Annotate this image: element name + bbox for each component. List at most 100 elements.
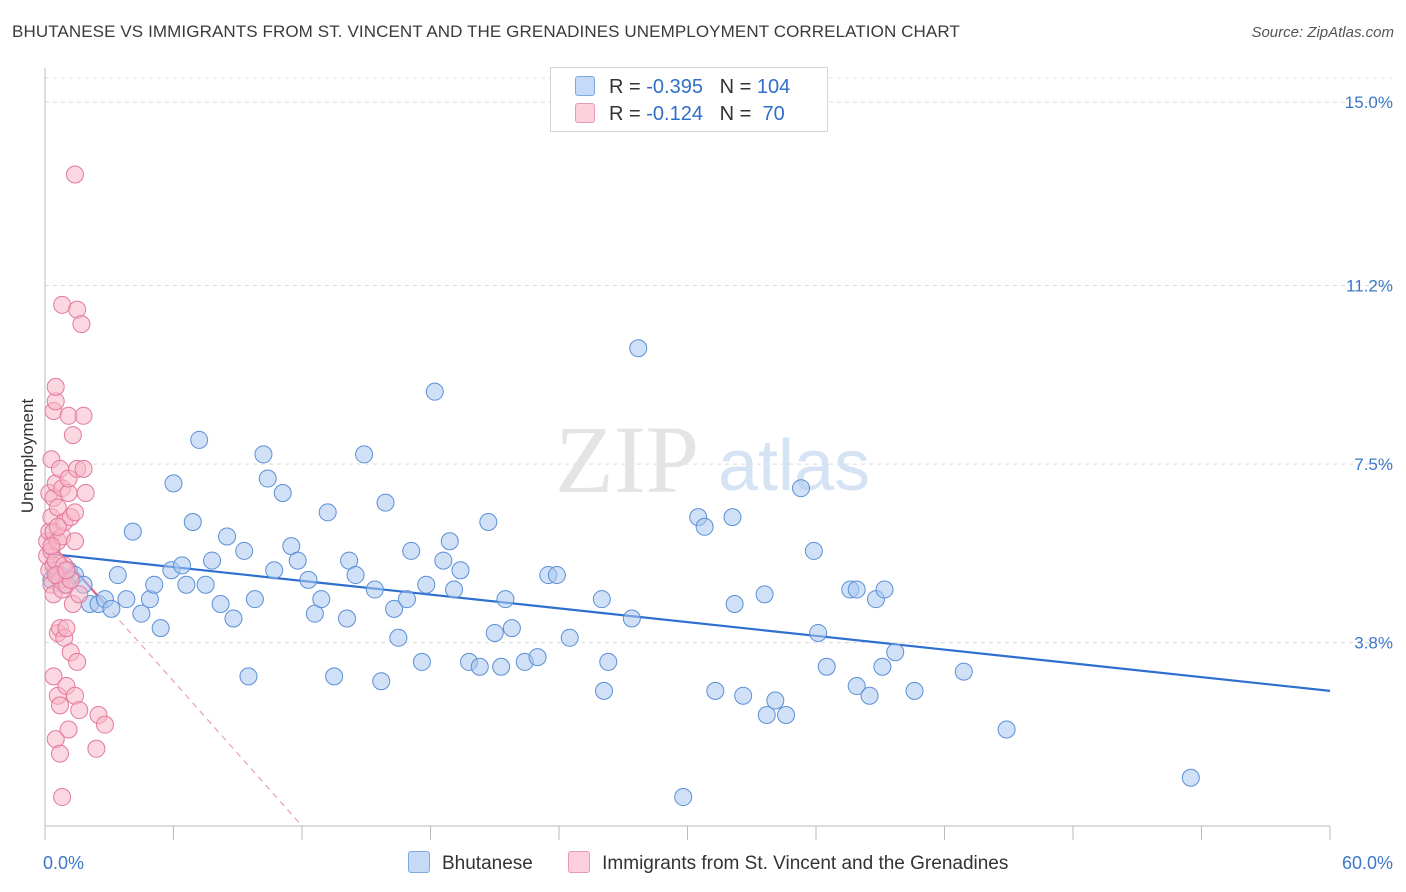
legend-r-value: -0.395: [646, 76, 703, 98]
point-bhutanese: [599, 652, 618, 671]
point-bhutanese: [496, 590, 515, 609]
point-bhutanese: [190, 430, 209, 449]
point-bhutanese: [145, 575, 164, 594]
point-bhutanese: [151, 619, 170, 638]
point-bhutanese: [196, 575, 215, 594]
data-points: [38, 165, 1200, 807]
watermark-atlas: atlas: [718, 426, 870, 506]
point-bhutanese: [425, 382, 444, 401]
legend-item-vincentian: Immigrants from St. Vincent and the Gren…: [568, 851, 1008, 875]
point-bhutanese: [1181, 768, 1200, 787]
point-bhutanese: [695, 517, 714, 536]
point-bhutanese: [211, 595, 230, 614]
point-bhutanese: [355, 445, 374, 464]
point-bhutanese: [245, 590, 264, 609]
point-bhutanese: [397, 590, 416, 609]
point-bhutanese: [445, 580, 464, 599]
trend-bhutanese: [44, 552, 1331, 692]
point-bhutanese: [288, 551, 307, 570]
legend-n-label: N =: [719, 103, 757, 125]
legend-n-value: 70: [756, 103, 785, 125]
point-bhutanese: [346, 566, 365, 585]
point-bhutanese: [385, 599, 404, 618]
point-bhutanese: [492, 657, 511, 676]
point-bhutanese: [905, 681, 924, 700]
point-bhutanese: [325, 667, 344, 686]
trend-lines: [44, 535, 1331, 827]
legend-n-label: N =: [719, 76, 757, 98]
point-vincentian: [74, 406, 93, 425]
point-bhutanese: [218, 527, 237, 546]
point-bhutanese: [629, 339, 648, 358]
legend-row-bhutanese: R = -0.395 N = 104: [575, 76, 790, 100]
watermark: ZIP atlas: [555, 406, 870, 513]
point-bhutanese: [873, 657, 892, 676]
y-tick-label: 11.2%: [1346, 277, 1393, 296]
legend-swatch-bhutanese: [408, 851, 430, 873]
point-vincentian: [74, 459, 93, 478]
point-bhutanese: [560, 628, 579, 647]
point-vincentian: [65, 503, 84, 522]
point-bhutanese: [108, 566, 127, 585]
point-bhutanese: [318, 503, 337, 522]
point-bhutanese: [817, 657, 836, 676]
point-bhutanese: [402, 541, 421, 560]
point-bhutanese: [173, 556, 192, 575]
point-bhutanese: [723, 508, 742, 527]
point-bhutanese: [239, 667, 258, 686]
point-bhutanese: [860, 686, 879, 705]
point-bhutanese: [265, 561, 284, 580]
point-vincentian: [50, 696, 69, 715]
source-label: Source: ZipAtlas.com: [1251, 24, 1394, 41]
legend-swatch-vincentian: [575, 103, 595, 123]
point-vincentian: [44, 667, 63, 686]
point-vincentian: [63, 426, 82, 445]
point-vincentian: [59, 720, 78, 739]
point-bhutanese: [847, 580, 866, 599]
point-vincentian: [76, 484, 95, 503]
point-bhutanese: [528, 648, 547, 667]
point-bhutanese: [337, 609, 356, 628]
point-vincentian: [59, 406, 78, 425]
axes: [44, 68, 1331, 840]
point-bhutanese: [235, 541, 254, 560]
legend-n-value: 104: [756, 76, 791, 98]
point-vincentian: [65, 165, 84, 184]
point-vincentian: [53, 788, 72, 807]
point-bhutanese: [376, 493, 395, 512]
point-bhutanese: [485, 623, 504, 642]
point-bhutanese: [440, 532, 459, 551]
point-bhutanese: [725, 595, 744, 614]
legend-label-vincentian: Immigrants from St. Vincent and the Gren…: [602, 853, 1009, 874]
point-bhutanese: [417, 575, 436, 594]
point-bhutanese: [389, 628, 408, 647]
point-vincentian: [95, 715, 114, 734]
watermark-zip: ZIP: [555, 406, 699, 513]
point-bhutanese: [592, 590, 611, 609]
x-tick-label: 60.0%: [1342, 853, 1393, 873]
point-bhutanese: [258, 469, 277, 488]
point-vincentian: [72, 315, 91, 334]
point-bhutanese: [777, 706, 796, 725]
point-vincentian: [87, 739, 106, 758]
point-bhutanese: [479, 512, 498, 531]
point-vincentian: [70, 585, 89, 604]
point-bhutanese: [132, 604, 151, 623]
point-vincentian: [46, 377, 65, 396]
point-bhutanese: [809, 623, 828, 642]
point-bhutanese: [164, 474, 183, 493]
point-bhutanese: [706, 681, 725, 700]
point-bhutanese: [117, 590, 136, 609]
legend-r-label: R =: [609, 103, 647, 125]
point-bhutanese: [886, 643, 905, 662]
point-vincentian: [57, 619, 76, 638]
point-bhutanese: [755, 585, 774, 604]
point-bhutanese: [254, 445, 273, 464]
trend-vincentian-extension: [104, 603, 303, 827]
legend-r-value: -0.124: [646, 103, 703, 125]
point-bhutanese: [734, 686, 753, 705]
point-bhutanese: [451, 561, 470, 580]
point-vincentian: [48, 517, 67, 536]
point-bhutanese: [875, 580, 894, 599]
point-vincentian: [65, 532, 84, 551]
